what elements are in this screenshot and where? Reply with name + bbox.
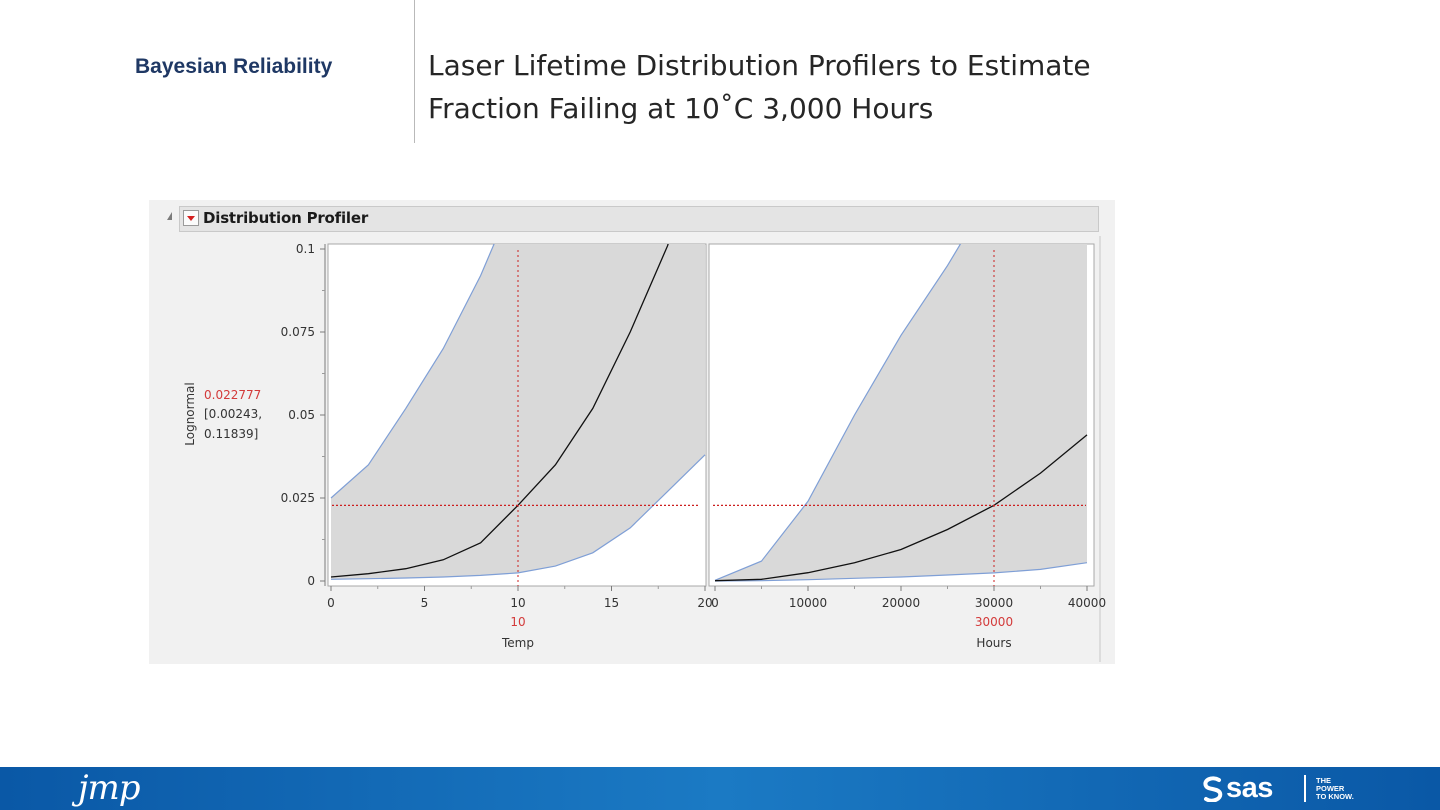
x-tick-label: 5 bbox=[421, 596, 429, 610]
x-tick-label: 40000 bbox=[1068, 596, 1106, 610]
y-tick-label: 0.075 bbox=[281, 325, 315, 339]
x-tick-label: 0 bbox=[327, 596, 335, 610]
sas-swirl-icon bbox=[1203, 776, 1223, 802]
x-tick-label: 10 bbox=[510, 596, 525, 610]
x-axis-label: Temp bbox=[501, 636, 534, 650]
y-axis-label: Lognormal bbox=[183, 382, 197, 445]
lower-band-line bbox=[330, 454, 706, 580]
panel-header bbox=[179, 206, 1099, 232]
slide-title: Laser Lifetime Distribution Profilers to… bbox=[428, 44, 1188, 130]
footer-separator bbox=[1304, 775, 1306, 802]
lower-band-line bbox=[714, 562, 1088, 582]
tagline-line: THE bbox=[1316, 776, 1331, 785]
slide-title-line-2: Fraction Failing at 10˚C 3,000 Hours bbox=[428, 92, 934, 125]
y-tick-label: 0.1 bbox=[296, 242, 315, 256]
current-value-label: 0.022777 bbox=[204, 388, 261, 402]
disclosure-triangle-icon[interactable] bbox=[167, 212, 172, 220]
profiler-chart: 0 0.025 0.05 0.075 0.1 Lognormal 0.022777 [0.00… bbox=[183, 242, 1106, 650]
panel-title: Distribution Profiler bbox=[203, 209, 369, 227]
x-tick-label: 20000 bbox=[882, 596, 920, 610]
tagline-line: POWER bbox=[1316, 784, 1345, 793]
current-x-value: 30000 bbox=[975, 615, 1013, 629]
ci-upper-label: 0.11839] bbox=[204, 427, 258, 441]
section-label: Bayesian Reliability bbox=[135, 55, 333, 78]
upper-band-line bbox=[714, 244, 962, 581]
red-triangle-menu-icon[interactable] bbox=[183, 210, 199, 226]
profiler-panel: Distribution Profiler 0 0.025 0.05 0.075 0.1… bbox=[149, 200, 1115, 664]
x-tick-label: 20 bbox=[697, 596, 712, 610]
y-tick-label: 0.05 bbox=[288, 408, 315, 422]
header-divider bbox=[414, 0, 415, 143]
y-tick-label: 0 bbox=[307, 574, 315, 588]
sas-tagline: THE POWER TO KNOW. bbox=[1316, 777, 1354, 801]
jmp-logo: jmp bbox=[78, 768, 141, 808]
upper-band-line bbox=[330, 244, 495, 499]
panel-edge bbox=[1099, 236, 1101, 662]
current-x-value: 10 bbox=[510, 615, 525, 629]
x-tick-label: 0 bbox=[711, 596, 719, 610]
profile-curve bbox=[714, 434, 1088, 582]
y-tick-label: 0.025 bbox=[281, 491, 315, 505]
tagline-line: TO KNOW. bbox=[1316, 792, 1354, 801]
footer-bar: jmp sas THE POWER TO KNOW. bbox=[0, 767, 1440, 810]
x-axis-label: Hours bbox=[976, 636, 1011, 650]
x-tick-label: 15 bbox=[604, 596, 619, 610]
x-tick-label: 30000 bbox=[975, 596, 1013, 610]
sas-logo-text: sas bbox=[1226, 772, 1273, 804]
slide-title-line-1: Laser Lifetime Distribution Profilers to… bbox=[428, 49, 1091, 82]
x-tick-label: 10000 bbox=[789, 596, 827, 610]
ci-lower-label: [0.00243, bbox=[204, 407, 262, 421]
